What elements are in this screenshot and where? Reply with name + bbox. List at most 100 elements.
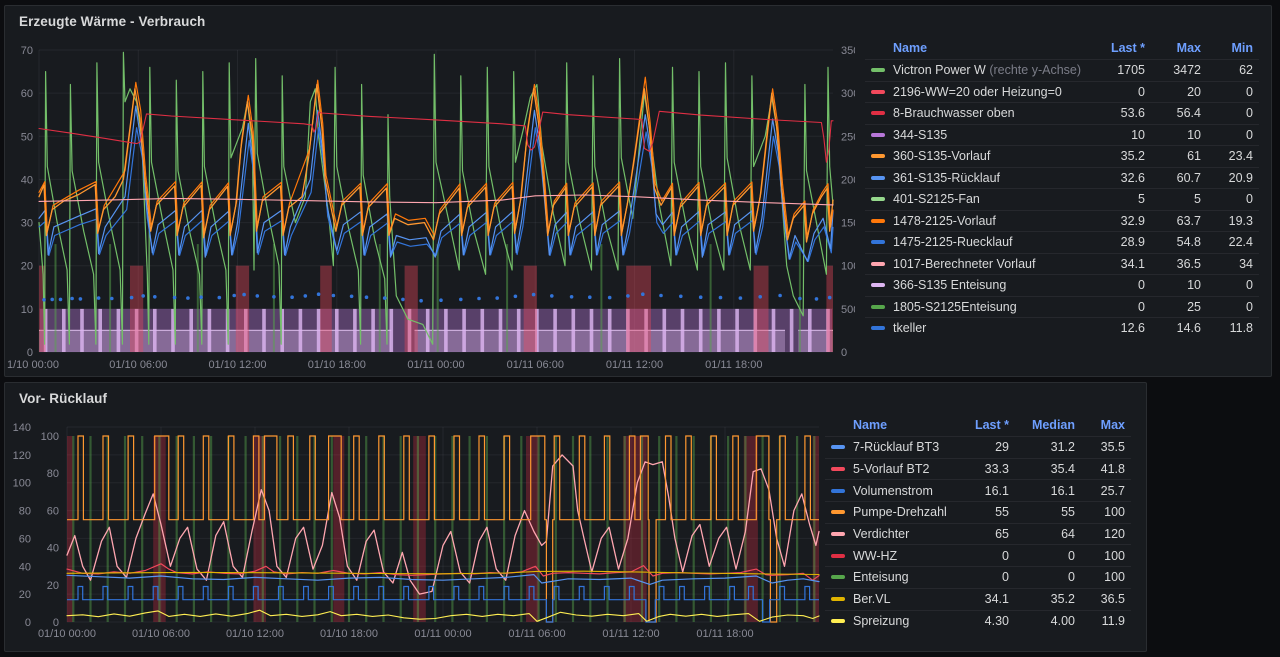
y-axis-tick-label: 20: [19, 589, 31, 601]
legend-row[interactable]: 2196-WW=20 oder Heizung=0 0 20 0: [865, 80, 1259, 103]
series-tkeller-dot: [588, 295, 592, 300]
series-366-s135-enteisung: [153, 308, 157, 352]
series-stat-value: 34.1: [984, 592, 1009, 607]
series-tkeller-dot: [50, 297, 54, 302]
series-tkeller-dot: [217, 295, 222, 300]
legend-row[interactable]: Verdichter 65 64 120: [825, 522, 1131, 545]
series-enteisung: [227, 436, 230, 622]
legend-column-header[interactable]: Last *: [1110, 41, 1145, 55]
series-tkeller-dot: [698, 295, 703, 300]
series-stat-value: 25.7: [1100, 483, 1125, 498]
series-366-s135-enteisung: [207, 308, 212, 352]
series-366-s135-enteisung: [316, 308, 321, 352]
series-366-s135-enteisung: [826, 308, 830, 352]
series-stat-value: 33.3: [984, 462, 1009, 477]
legend-row[interactable]: 1805-S2125Enteisung 0 25 0: [865, 295, 1259, 318]
series-366-s135-enteisung: [789, 308, 794, 352]
series-tkeller-dot: [439, 298, 443, 303]
series-stat-value: 3472: [1173, 63, 1201, 78]
series-401-s2125-fan-fill: [798, 330, 833, 352]
legend-row[interactable]: 1017-Berechneter Vorlauf 34.1 36.5 34: [865, 252, 1259, 275]
legend-row[interactable]: 401-S2125-Fan 5 5 0: [865, 188, 1259, 210]
series-2196-ww-20-oder-heizung-0: [235, 265, 250, 352]
y-axis-tick-label: 120: [13, 450, 31, 462]
series-color-swatch: [871, 68, 885, 73]
legend-column-header[interactable]: Last *: [974, 418, 1009, 432]
panel-title-bottom[interactable]: Vor- Rücklauf: [19, 391, 108, 406]
legend-row[interactable]: 8-Brauchwasser oben 53.6 56.4 0: [865, 102, 1259, 124]
series-name: 1478-2125-Vorlauf: [893, 213, 996, 228]
legend-column-header[interactable]: Min: [1231, 41, 1253, 55]
series-enteisung: [709, 436, 712, 622]
panel-erzeugte-waerme-verbrauch: Erzeugte Wärme - Verbrauch 0 10 20 30 40 50 60…: [4, 5, 1272, 377]
legend-row[interactable]: Enteisung 0 0 100: [825, 566, 1131, 588]
legend-row[interactable]: tkeller 12.6 14.6 11.8: [865, 317, 1259, 339]
legend-row[interactable]: WW-HZ 0 0 100: [825, 544, 1131, 566]
series-tkeller-dot: [827, 295, 832, 300]
series-enteisung: [399, 436, 402, 622]
series-name: Spreizung: [853, 613, 910, 628]
legend-row[interactable]: Ber.VL 34.1 35.2 36.5: [825, 587, 1131, 610]
series-366-s135-enteisung: [280, 308, 284, 352]
series-stat-value: 5: [1138, 192, 1145, 207]
panel-vor-ruecklauf: Vor- Rücklauf 0 20 40 60 80 100 120 140 0 20 40 60 8…: [4, 382, 1147, 652]
series-1805-s2125enteisung: [600, 244, 603, 352]
y-axis-tick-label: 40: [21, 174, 33, 186]
series-color-swatch: [831, 467, 845, 472]
legend-row[interactable]: 360-S135-Vorlauf 35.2 61 23.4: [865, 145, 1259, 167]
series-stat-value: 0: [1246, 278, 1253, 293]
legend-row[interactable]: 7-Rücklauf BT3 29 31.2 35.5: [825, 436, 1131, 458]
series-360-s135-vorlauf: [38, 83, 834, 243]
series-tkeller-dot: [96, 296, 101, 300]
legend-column-header[interactable]: Median: [1031, 418, 1075, 432]
series-366-s135-enteisung: [808, 308, 812, 352]
series-enteisung: [89, 436, 92, 622]
time-series-chart-vor-ruecklauf[interactable]: 0 20 40 60 80 100 120 140 0 20 40 60 80 100 01/10 00:0…: [5, 383, 823, 653]
series-stat-value: 31.2: [1050, 440, 1075, 455]
x-axis-tick-label: 01/11 12:00: [602, 628, 659, 640]
series-enteisung: [123, 436, 127, 622]
legend-row[interactable]: 1475-2125-Ruecklauf 28.9 54.8 22.4: [865, 231, 1259, 253]
legend-column-header[interactable]: Max: [1100, 418, 1125, 432]
panel-title-top[interactable]: Erzeugte Wärme - Verbrauch: [19, 14, 206, 29]
legend-row[interactable]: 344-S135 10 10 0: [865, 123, 1259, 146]
series-366-s135-enteisung: [189, 308, 193, 352]
series-stat-value: 54.8: [1176, 235, 1201, 250]
legend-row[interactable]: 361-S135-Rücklauf 32.6 60.7 20.9: [865, 166, 1259, 189]
y-axis-tick-label: 10: [21, 304, 33, 316]
series-tkeller-dot: [659, 293, 663, 298]
series-stat-value: 12.6: [1120, 321, 1145, 336]
y-axis-tick-label: 0: [27, 347, 33, 359]
series-enteisung: [589, 436, 592, 622]
series-tkeller-dot: [78, 297, 83, 301]
series-enteisung: [210, 436, 213, 622]
y-axis-tick-label: 50: [21, 131, 33, 143]
series-color-swatch: [831, 488, 845, 493]
series-tkeller-dot: [42, 298, 46, 302]
series-401-s2125-fan-fill: [39, 330, 392, 352]
series-enteisung: [330, 436, 333, 622]
legend-row[interactable]: Victron Power W (rechte y-Achse) 1705 3472…: [865, 59, 1259, 81]
legend-row[interactable]: 1478-2125-Vorlauf 32.9 63.7 19.3: [865, 209, 1259, 232]
legend-row[interactable]: 366-S135 Enteisung 0 10 0: [865, 274, 1259, 296]
series-enteisung: [279, 436, 282, 622]
legend-row[interactable]: Volumenstrom 16.1 16.1 25.7: [825, 479, 1131, 501]
series-color-swatch: [871, 218, 885, 223]
series-name: Pumpe-Drehzahl: [853, 505, 947, 520]
legend-row[interactable]: Spreizung 4.30 4.00 11.9: [825, 609, 1131, 632]
legend-row[interactable]: Pumpe-Drehzahl 55 55 100: [825, 501, 1131, 523]
series-name: Volumenstrom: [853, 483, 933, 498]
series-tkeller-dot: [758, 295, 762, 299]
legend-row[interactable]: 5-Vorlauf BT2 33.3 35.4 41.8: [825, 457, 1131, 480]
legend-column-header[interactable]: Name: [893, 41, 928, 55]
legend-column-header[interactable]: Name: [853, 418, 888, 432]
series-enteisung: [675, 436, 678, 622]
series-tkeller-dot: [679, 294, 683, 299]
series-366-s135-enteisung: [171, 308, 175, 352]
series-tkeller-dot: [303, 294, 308, 298]
legend-column-header[interactable]: Max: [1176, 41, 1201, 55]
series-tkeller-dot: [172, 295, 177, 300]
series-tkeller-dot: [255, 294, 260, 298]
series-color-swatch: [831, 445, 845, 450]
